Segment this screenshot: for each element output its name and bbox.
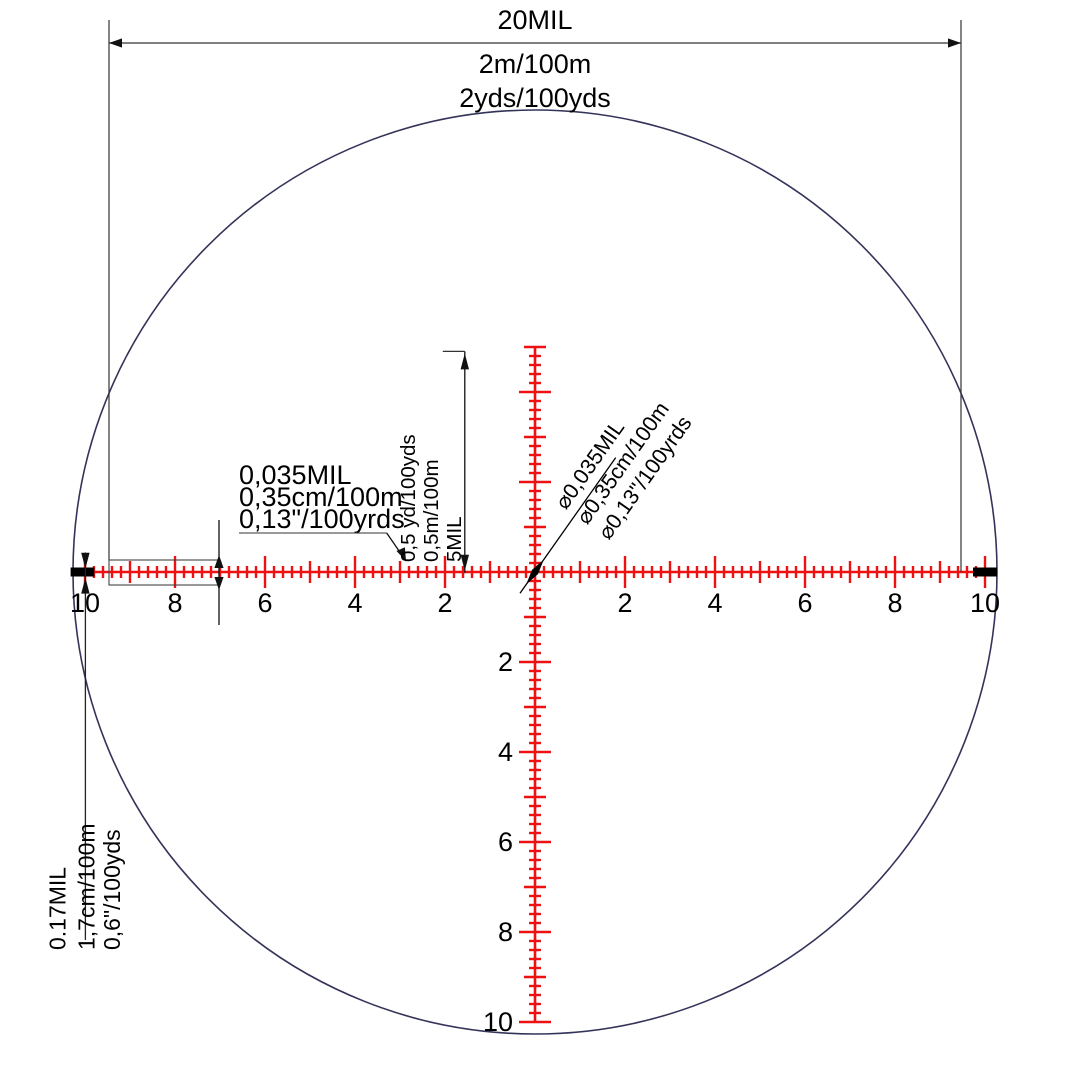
svg-text:4: 4 — [498, 737, 513, 767]
svg-text:6: 6 — [498, 827, 513, 857]
svg-text:10: 10 — [970, 588, 1000, 618]
svg-text:0,5m/100m: 0,5m/100m — [420, 459, 443, 562]
svg-text:1,7cm/100m: 1,7cm/100m — [73, 823, 99, 950]
svg-text:0,6"/100yds: 0,6"/100yds — [99, 829, 125, 950]
svg-text:2m/100m: 2m/100m — [479, 49, 592, 79]
svg-text:2yds/100yds: 2yds/100yds — [459, 83, 611, 113]
svg-text:0,13"/100yrds: 0,13"/100yrds — [239, 504, 405, 534]
svg-text:2: 2 — [617, 588, 632, 618]
svg-text:0,5 yd/100yds: 0,5 yd/100yds — [397, 434, 420, 562]
svg-text:5MIL: 5MIL — [443, 516, 466, 562]
svg-text:8: 8 — [167, 588, 182, 618]
svg-text:2: 2 — [437, 588, 452, 618]
svg-text:0.17MIL: 0.17MIL — [44, 867, 70, 950]
svg-text:4: 4 — [347, 588, 362, 618]
svg-text:10: 10 — [483, 1007, 513, 1037]
svg-text:6: 6 — [257, 588, 272, 618]
svg-text:8: 8 — [887, 588, 902, 618]
svg-text:4: 4 — [707, 588, 722, 618]
svg-text:20MIL: 20MIL — [497, 5, 572, 35]
svg-text:2: 2 — [498, 647, 513, 677]
svg-text:6: 6 — [797, 588, 812, 618]
svg-text:8: 8 — [498, 917, 513, 947]
